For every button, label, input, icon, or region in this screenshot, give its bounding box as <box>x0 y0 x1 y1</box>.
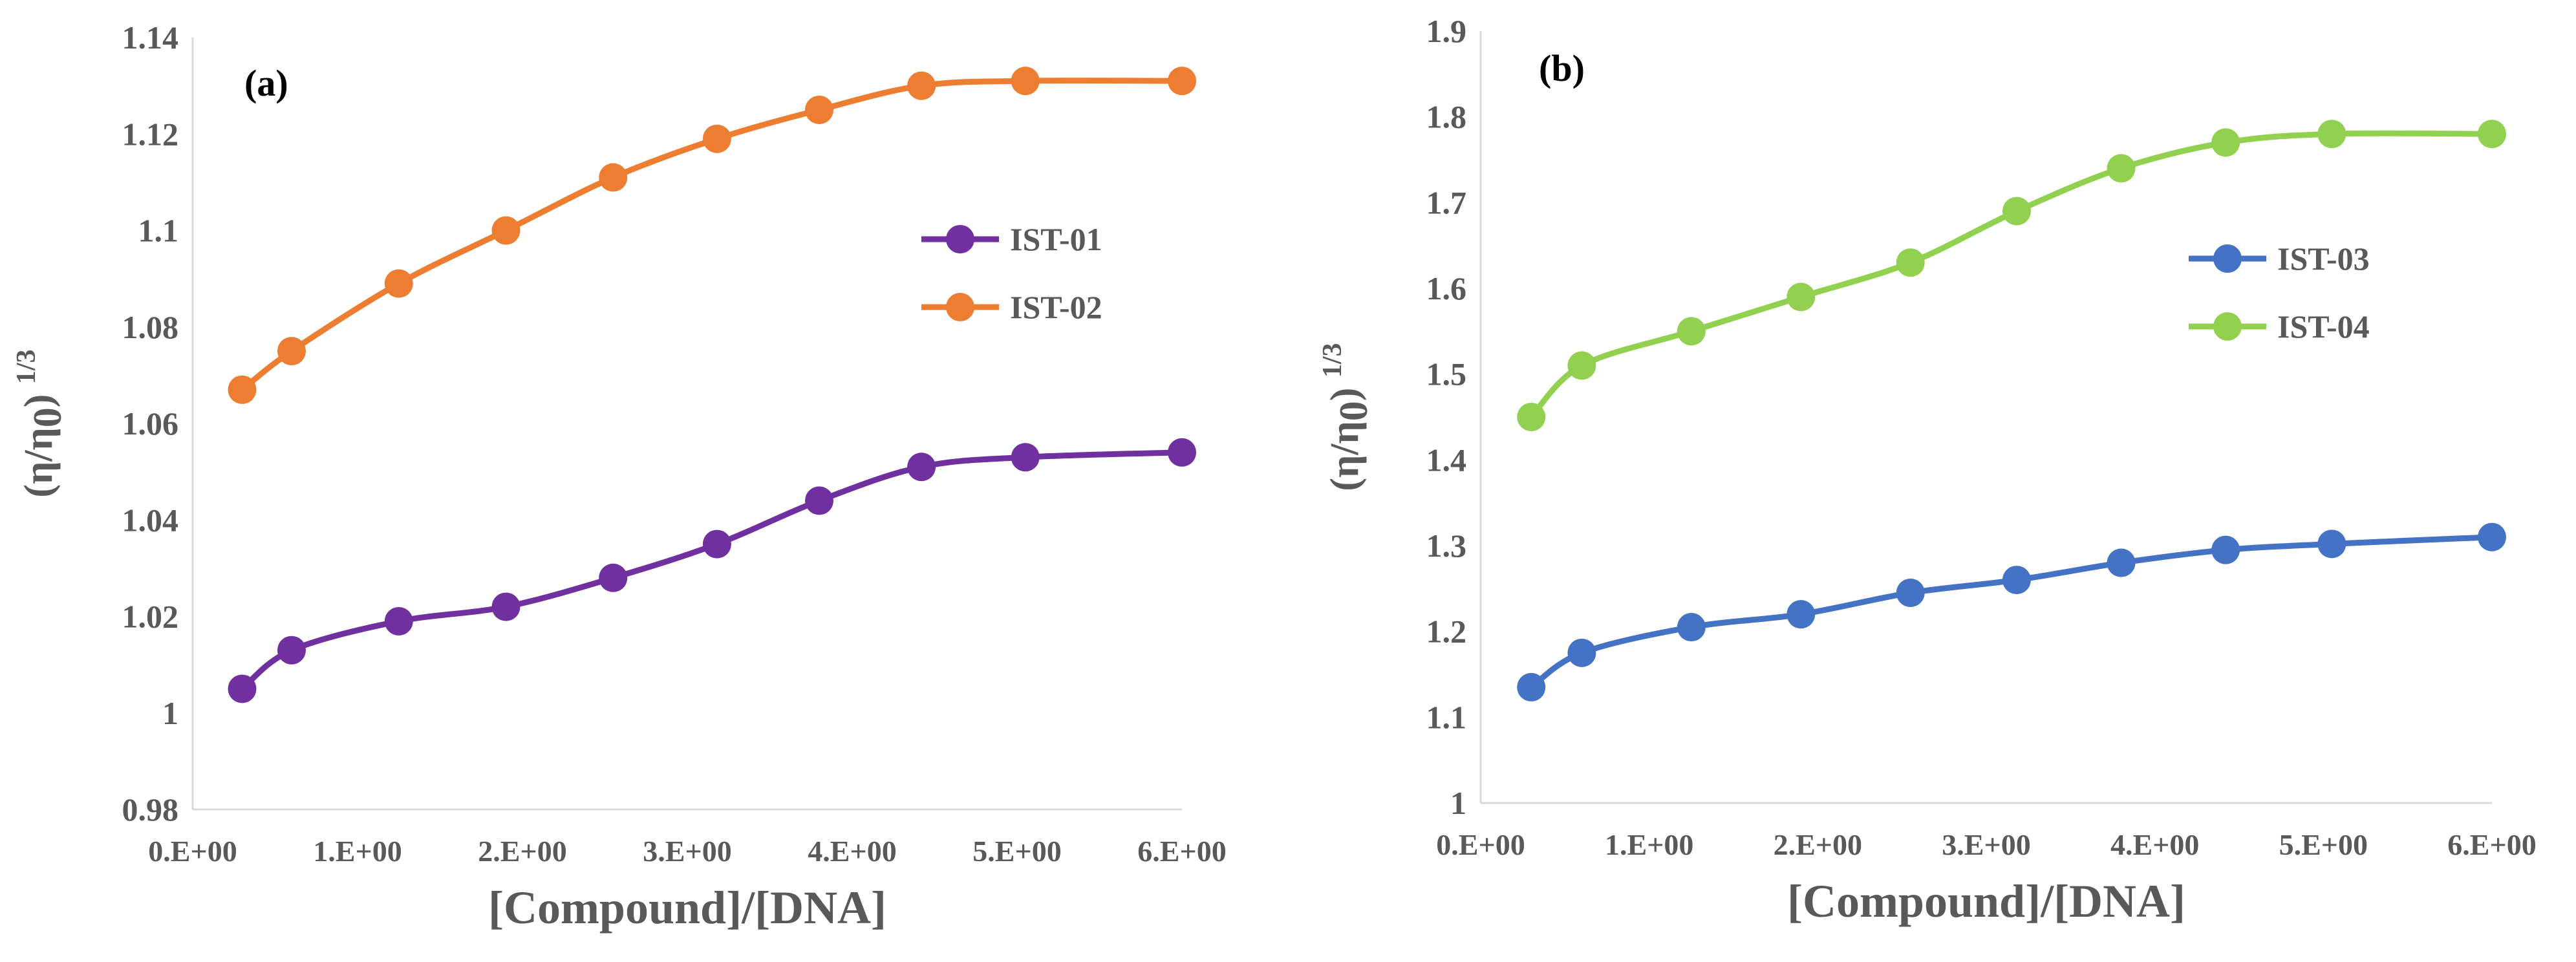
legend-swatch-marker <box>946 293 974 321</box>
data-point-ist-02 <box>702 124 731 153</box>
panel-label: (a) <box>244 62 288 104</box>
data-point-ist-04 <box>2107 154 2136 183</box>
legend-entry-ist-02: IST-02 <box>921 289 1102 325</box>
y-tick-label: 1.06 <box>122 405 179 442</box>
y-tick-label: 1.5 <box>1426 356 1467 392</box>
x-tick-label: 2.E+00 <box>1774 828 1862 861</box>
y-tick-label: 1.7 <box>1426 184 1467 220</box>
y-tick-label: 1.04 <box>122 502 179 538</box>
x-tick-label: 6.E+00 <box>1137 835 1226 868</box>
x-tick-label: 3.E+00 <box>1942 828 2030 861</box>
x-tick-label: 4.E+00 <box>808 835 896 868</box>
legend-label: IST-04 <box>2277 308 2370 345</box>
x-tick-label: 6.E+00 <box>2447 828 2536 861</box>
y-tick-label: 1.08 <box>122 309 179 345</box>
x-tick-label: 1.E+00 <box>1605 828 1693 861</box>
data-point-ist-02 <box>805 95 833 124</box>
data-point-ist-03 <box>1896 578 1925 607</box>
data-point-ist-03 <box>1517 672 1546 701</box>
chart-panel-a: 0.98 1 1.02 1.04 1.06 1.08 1.1 1.12 1.14 0.E+00 1.… <box>12 19 1227 934</box>
legend-label: IST-03 <box>2277 240 2370 277</box>
x-tick-label: 5.E+00 <box>972 835 1061 868</box>
y-tick-label: 1.1 <box>138 213 179 249</box>
chart-panel-b: 1 1.1 1.2 1.3 1.4 1.5 1.6 1.7 1.8 1.9 0.E+00 1.E+00… <box>1318 13 2537 927</box>
data-point-ist-02 <box>907 71 936 100</box>
data-point-ist-04 <box>1896 248 1925 277</box>
y-axis-title: (η/η0) 1/3 <box>1318 343 1376 491</box>
x-tick-label: 0.E+00 <box>1436 828 1525 861</box>
x-tick-label: 5.E+00 <box>2279 828 2368 861</box>
legend-swatch-marker <box>2213 244 2242 273</box>
data-point-ist-01 <box>907 453 936 482</box>
y-tick-label: 1.6 <box>1426 270 1467 306</box>
y-axis-title: (η/η0) 1/3 <box>12 349 70 497</box>
x-tick-label: 1.E+00 <box>313 835 402 868</box>
data-point-ist-01 <box>491 592 521 621</box>
data-point-ist-04 <box>2002 197 2031 226</box>
data-point-ist-03 <box>1677 613 1706 642</box>
legend-entry-ist-01: IST-01 <box>921 221 1102 257</box>
y-tick-label: 1 <box>1450 785 1466 821</box>
data-point-ist-03 <box>2478 522 2506 551</box>
y-tick-label: 1.02 <box>122 599 179 635</box>
data-point-ist-03 <box>2002 566 2031 595</box>
series-line-ist-02 <box>239 78 1185 393</box>
x-tick-label: 0.E+00 <box>148 835 237 868</box>
series-line-ist-01 <box>239 449 1185 692</box>
x-tick-label: 2.E+00 <box>478 835 566 868</box>
legend-entry-ist-03: IST-03 <box>2189 240 2370 277</box>
data-point-ist-01 <box>277 636 306 665</box>
data-point-ist-02 <box>228 375 257 404</box>
data-point-ist-01 <box>228 674 257 703</box>
x-tick-label: 4.E+00 <box>2110 828 2199 861</box>
data-point-ist-04 <box>1677 317 1706 346</box>
y-tick-label: 1.14 <box>122 19 179 56</box>
y-tick-label: 1.3 <box>1426 528 1467 564</box>
series-line-ist-03 <box>1528 534 2495 690</box>
data-point-ist-04 <box>2478 120 2506 149</box>
y-tick-label: 0.98 <box>122 791 179 828</box>
data-point-ist-04 <box>2317 120 2346 149</box>
data-point-ist-02 <box>277 337 306 366</box>
y-tick-label: 1.12 <box>122 116 179 152</box>
data-point-ist-04 <box>1567 351 1596 380</box>
legend-label: IST-01 <box>1010 221 1102 257</box>
data-point-ist-01 <box>384 606 413 636</box>
data-point-ist-03 <box>2107 548 2136 577</box>
data-point-ist-04 <box>1787 283 1816 312</box>
x-axis-title: [Compound]/[DNA] <box>488 882 886 934</box>
y-tick-label: 1.8 <box>1426 99 1467 135</box>
data-point-ist-02 <box>384 269 413 298</box>
data-point-ist-04 <box>1517 403 1546 431</box>
data-point-ist-02 <box>1011 67 1040 96</box>
x-tick-label: 3.E+00 <box>643 835 731 868</box>
data-point-ist-04 <box>2211 128 2240 157</box>
data-point-ist-03 <box>2211 535 2240 564</box>
data-point-ist-03 <box>1787 600 1816 629</box>
y-tick-label: 1.4 <box>1426 442 1467 478</box>
data-point-ist-02 <box>599 163 628 192</box>
legend-swatch-marker <box>946 225 974 253</box>
data-point-ist-01 <box>1011 443 1040 472</box>
y-tick-label: 1.1 <box>1426 699 1467 735</box>
y-tick-label: 1.2 <box>1426 614 1467 650</box>
y-tick-label: 1.9 <box>1426 13 1467 49</box>
data-point-ist-01 <box>805 486 833 515</box>
series-line-ist-04 <box>1528 130 2495 420</box>
data-point-ist-03 <box>1567 638 1596 667</box>
legend-swatch-marker <box>2213 312 2242 341</box>
data-point-ist-02 <box>1168 67 1196 96</box>
y-tick-label: 1 <box>162 695 178 731</box>
data-point-ist-03 <box>2317 529 2346 559</box>
x-axis-title: [Compound]/[DNA] <box>1787 875 2185 927</box>
data-point-ist-01 <box>1168 438 1196 467</box>
data-point-ist-01 <box>599 563 628 592</box>
panel-label: (b) <box>1539 47 1585 89</box>
data-point-ist-02 <box>491 216 521 245</box>
legend-entry-ist-04: IST-04 <box>2189 308 2370 345</box>
data-point-ist-01 <box>702 529 731 559</box>
legend-label: IST-02 <box>1010 289 1102 325</box>
